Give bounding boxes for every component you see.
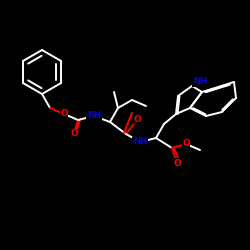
Text: NH: NH [133, 138, 147, 146]
Text: O: O [182, 140, 190, 148]
Text: NH: NH [193, 78, 207, 86]
Text: O: O [173, 158, 181, 168]
Text: O: O [70, 130, 78, 138]
Text: O: O [133, 114, 141, 124]
Text: NH: NH [87, 112, 101, 120]
Text: O: O [60, 110, 68, 118]
